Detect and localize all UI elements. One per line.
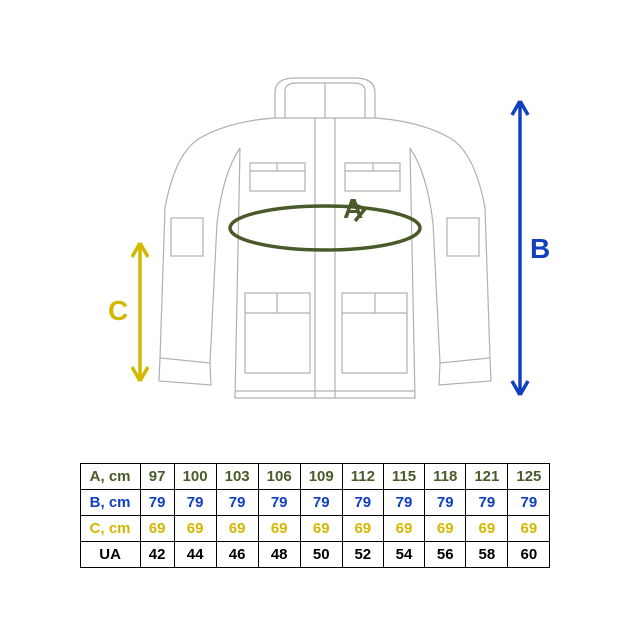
table-cell: 69: [383, 515, 424, 541]
table-cell: 103: [216, 463, 258, 489]
row-header: B, cm: [80, 489, 140, 515]
table-cell: 121: [466, 463, 508, 489]
table-cell: 46: [216, 541, 258, 567]
table-cell: 97: [140, 463, 174, 489]
table-cell: 69: [216, 515, 258, 541]
table-cell: 50: [300, 541, 342, 567]
table-cell: 58: [466, 541, 508, 567]
table-row: UA42444648505254565860: [80, 541, 550, 567]
jacket-svg: [65, 63, 565, 443]
table-row: A, cm97100103106109112115118121125: [80, 463, 550, 489]
table-cell: 109: [300, 463, 342, 489]
table-cell: 56: [425, 541, 466, 567]
table-cell: 115: [383, 463, 424, 489]
table-cell: 69: [174, 515, 216, 541]
label-a: A: [343, 193, 363, 225]
table-cell: 52: [342, 541, 383, 567]
table-cell: 69: [140, 515, 174, 541]
table-cell: 54: [383, 541, 424, 567]
table-row: B, cm79797979797979797979: [80, 489, 550, 515]
size-table: A, cm97100103106109112115118121125B, cm7…: [80, 463, 551, 568]
table-cell: 79: [342, 489, 383, 515]
table-cell: 60: [508, 541, 550, 567]
table-cell: 79: [425, 489, 466, 515]
table-row: C, cm69696969696969696969: [80, 515, 550, 541]
table-cell: 69: [342, 515, 383, 541]
table-cell: 79: [508, 489, 550, 515]
table-cell: 69: [466, 515, 508, 541]
table-cell: 69: [425, 515, 466, 541]
table-cell: 69: [300, 515, 342, 541]
table-cell: 42: [140, 541, 174, 567]
label-c: C: [108, 295, 128, 327]
table-cell: 79: [300, 489, 342, 515]
table-cell: 112: [342, 463, 383, 489]
table-cell: 79: [466, 489, 508, 515]
row-header: UA: [80, 541, 140, 567]
table-cell: 100: [174, 463, 216, 489]
table-cell: 79: [140, 489, 174, 515]
table-cell: 69: [258, 515, 300, 541]
row-header: C, cm: [80, 515, 140, 541]
table-cell: 69: [508, 515, 550, 541]
jacket-size-diagram: A B C: [65, 63, 565, 443]
table-cell: 79: [258, 489, 300, 515]
table-cell: 79: [216, 489, 258, 515]
table-cell: 125: [508, 463, 550, 489]
table-cell: 48: [258, 541, 300, 567]
label-b: B: [530, 233, 550, 265]
table-cell: 118: [425, 463, 466, 489]
table-cell: 79: [174, 489, 216, 515]
size-table-body: A, cm97100103106109112115118121125B, cm7…: [80, 463, 550, 567]
table-cell: 79: [383, 489, 424, 515]
table-cell: 106: [258, 463, 300, 489]
table-cell: 44: [174, 541, 216, 567]
row-header: A, cm: [80, 463, 140, 489]
